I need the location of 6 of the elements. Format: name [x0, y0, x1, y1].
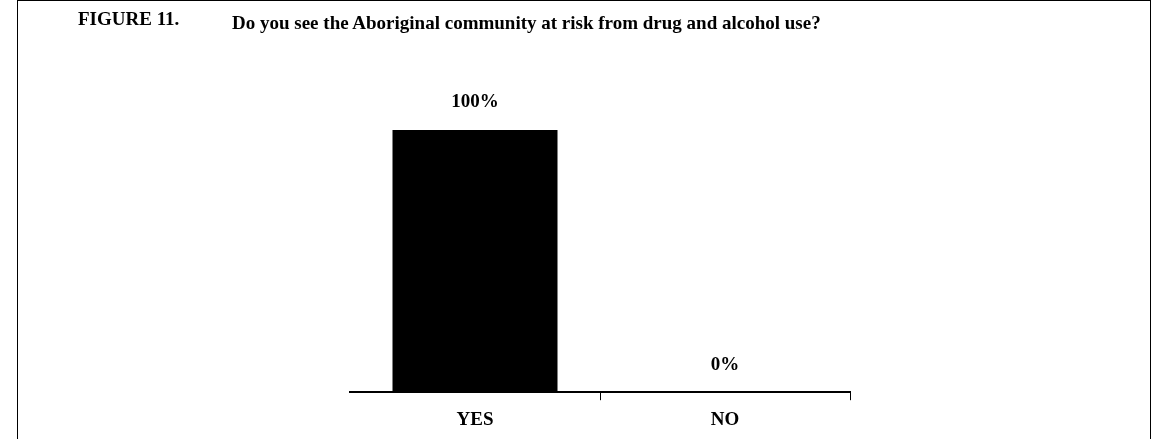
data-label: 100% [451, 90, 499, 112]
x-tick-label: YES [456, 407, 494, 429]
text: FIGURE 11. [78, 8, 180, 30]
data-label: 0% [710, 352, 740, 374]
chart-subtitle: Do you see the Aboriginal community at risk from drug and alcohol use? [232, 11, 822, 35]
x-tick-label: NO [710, 407, 740, 429]
